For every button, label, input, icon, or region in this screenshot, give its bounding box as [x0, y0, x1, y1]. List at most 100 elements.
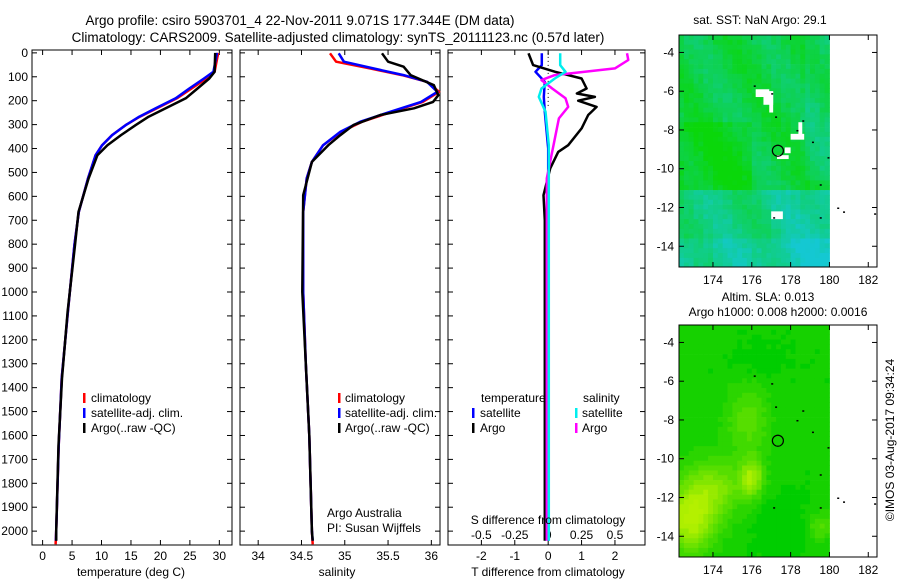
map-cell: [737, 131, 743, 138]
map-cell: [810, 209, 816, 215]
map-cell: [785, 441, 792, 447]
map-cell: [780, 470, 787, 476]
map-cell: [727, 209, 733, 215]
map-cell: [766, 533, 772, 539]
map-cell: [717, 228, 724, 234]
map-cell: [703, 165, 709, 171]
map-cell: [766, 151, 772, 157]
map-cell: [766, 39, 772, 45]
map-cell: [824, 528, 830, 534]
map-cell: [785, 417, 792, 423]
map-cell: [780, 494, 787, 500]
map-cell: [824, 64, 830, 70]
map-cell: [810, 373, 816, 379]
map-cell: [708, 180, 714, 186]
map-cell: [751, 383, 758, 389]
map-cell: [776, 421, 782, 428]
map-cell: [785, 378, 792, 384]
map-cell: [717, 219, 724, 225]
map-cell: [688, 204, 694, 210]
map-cell: [698, 117, 704, 123]
map-cell: [713, 107, 719, 113]
map-cell: [780, 547, 787, 554]
map-cell: [746, 219, 753, 225]
map-cell: [688, 368, 694, 374]
map-cell: [708, 533, 714, 539]
plot-frame: [239, 49, 441, 546]
map-cell: [771, 455, 777, 461]
map-cell: [756, 373, 762, 379]
map-cell: [810, 329, 816, 335]
map-cell: [703, 417, 709, 423]
map-cell: [790, 156, 796, 162]
map-cell: [756, 112, 762, 118]
map-cell: [756, 480, 762, 486]
map-cell: [780, 102, 787, 108]
map-cell: [732, 460, 738, 466]
map-cell: [688, 533, 694, 539]
map-cell: [679, 209, 685, 215]
map-cell: [746, 509, 753, 515]
map-cell: [693, 127, 699, 133]
map-cell: [742, 141, 748, 147]
map-cell: [756, 470, 762, 476]
map-cell: [766, 161, 772, 167]
map-cell: [785, 151, 792, 157]
map-cell: [766, 446, 772, 452]
map-cell: [756, 446, 762, 452]
map-cell: [688, 518, 694, 524]
map-cell: [790, 73, 796, 79]
map-cell: [679, 552, 685, 558]
map-cell: [693, 329, 699, 335]
map-cell: [761, 533, 767, 539]
map-cell: [708, 518, 714, 524]
map-cell: [737, 93, 743, 99]
map-cell: [722, 407, 728, 413]
x-tick-label: 178: [781, 563, 801, 577]
map-cell: [795, 407, 801, 413]
map-cell: [824, 136, 830, 142]
map-cell: [771, 78, 777, 84]
map-cell: [679, 68, 685, 75]
map-cell: [810, 98, 816, 104]
island-marker: [753, 85, 756, 87]
map-cell: [708, 475, 714, 481]
map-cell: [795, 441, 801, 447]
map-cell: [751, 44, 758, 50]
map-cell: [703, 228, 709, 234]
map-cell: [810, 248, 816, 254]
map-cell: [713, 392, 719, 398]
map-cell: [751, 219, 758, 225]
map-cell: [713, 185, 719, 191]
map-cell: [819, 199, 825, 205]
map-cell: [727, 190, 733, 196]
map-cell: [727, 243, 733, 249]
legend-swatch-argo: [83, 423, 86, 433]
x-tick-label: -2: [476, 549, 487, 563]
map-cell: [756, 98, 762, 104]
map-cell: [766, 552, 772, 558]
map-cell: [717, 363, 724, 369]
map-cell: [771, 344, 777, 350]
map-cell: [800, 509, 806, 515]
map-cell: [727, 59, 733, 65]
map-cell: [698, 397, 704, 403]
map-cell: [698, 523, 704, 529]
map-cell: [688, 441, 694, 447]
map-cell: [703, 378, 709, 384]
map-cell: [708, 431, 714, 437]
figure-title-line1: Argo profile: csiro 5903701_4 22-Nov-201…: [85, 13, 514, 28]
map-cell: [742, 349, 748, 355]
map-cell: [790, 219, 796, 225]
map-cell: [708, 175, 714, 181]
map-cell: [708, 98, 714, 104]
map-cell: [776, 39, 782, 45]
map-cell: [708, 35, 714, 41]
map-cell: [683, 349, 690, 355]
map-cell: [679, 257, 685, 264]
map-cell: [693, 397, 699, 403]
map-cell: [737, 523, 743, 529]
map-cell: [732, 397, 738, 403]
map-cell: [679, 156, 685, 162]
map-cell: [805, 64, 811, 70]
